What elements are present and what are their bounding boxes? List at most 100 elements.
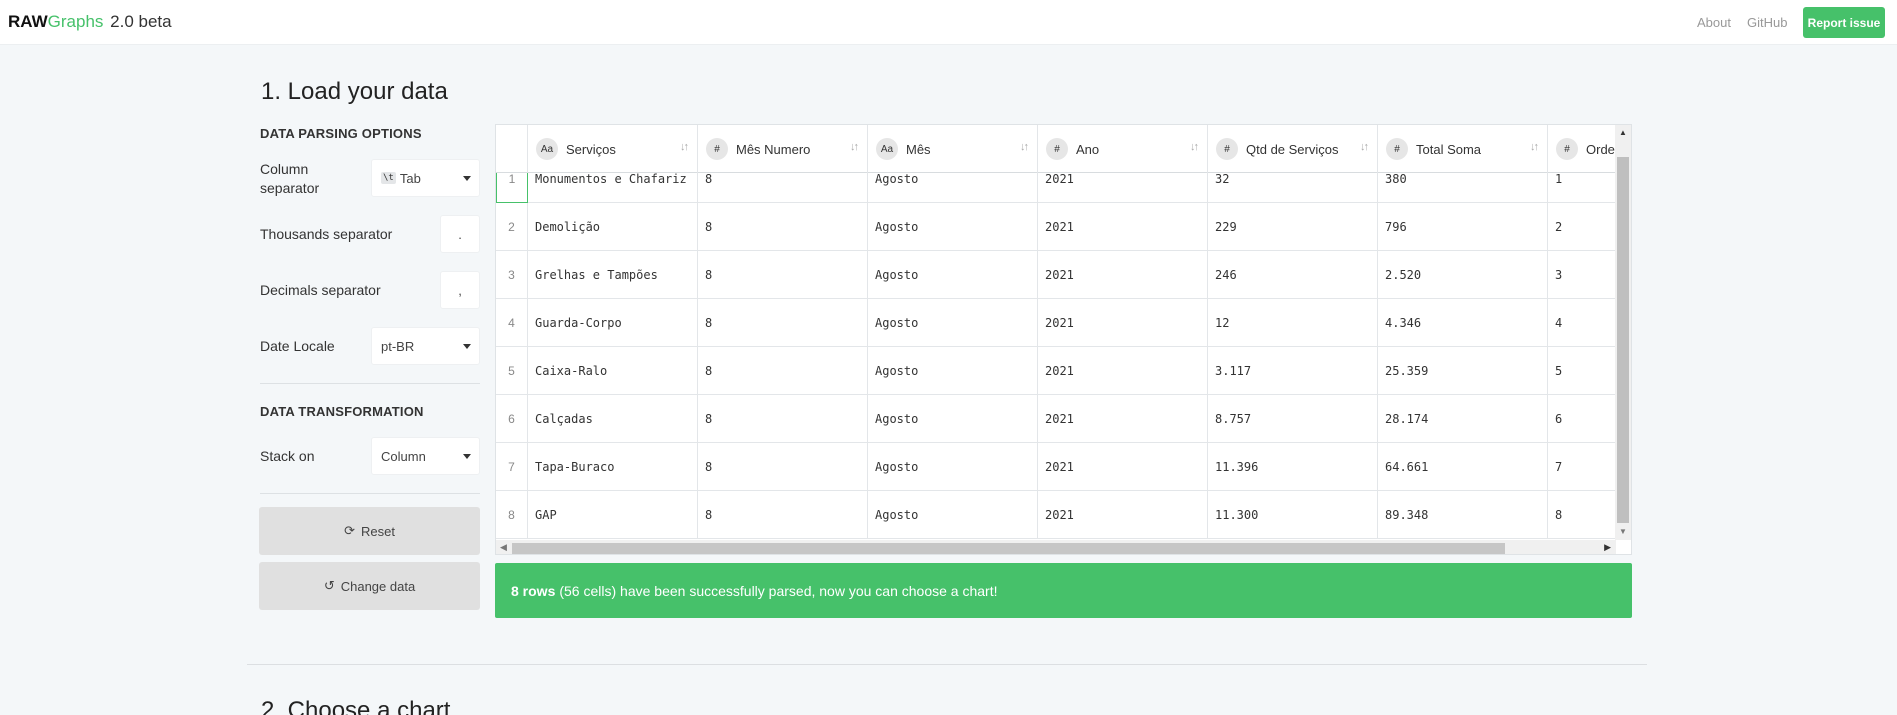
table-cell[interactable]: 8 <box>698 491 868 539</box>
table-cell[interactable]: 32 <box>1208 173 1378 203</box>
column-header[interactable]: # Qtd de Serviços ↓↑ <box>1208 125 1378 173</box>
column-header[interactable]: # Total Soma ↓↑ <box>1378 125 1548 173</box>
table-cell[interactable]: 4 <box>1548 299 1616 347</box>
table-row[interactable]: 4 Guarda-Corpo 8 Agosto 2021 12 4.346 4 <box>496 299 1616 347</box>
table-cell[interactable]: 2021 <box>1038 203 1208 251</box>
table-cell[interactable]: 11.396 <box>1208 443 1378 491</box>
table-cell[interactable]: 64.661 <box>1378 443 1548 491</box>
table-cell[interactable]: Agosto <box>868 443 1038 491</box>
table-cell[interactable]: Caixa-Ralo <box>528 347 698 395</box>
table-cell[interactable]: 2 <box>1548 203 1616 251</box>
report-issue-button[interactable]: Report issue <box>1803 7 1885 38</box>
horizontal-scrollbar[interactable]: ◀ ▶ <box>496 540 1616 554</box>
table-cell[interactable]: 229 <box>1208 203 1378 251</box>
table-cell[interactable]: 7 <box>1548 443 1616 491</box>
scroll-left-arrow-icon[interactable]: ◀ <box>500 542 507 552</box>
data-grid[interactable]: Aa Serviços ↓↑ # Mês Numero ↓↑ Aa Mês ↓↑ # Ano ↓↑ # Q… <box>495 124 1632 555</box>
table-cell[interactable]: 2021 <box>1038 443 1208 491</box>
column-type-icon[interactable]: # <box>1046 138 1068 160</box>
sort-icon[interactable]: ↓↑ <box>680 141 689 153</box>
sort-icon[interactable]: ↓↑ <box>1530 141 1539 153</box>
table-cell[interactable]: 796 <box>1378 203 1548 251</box>
table-cell[interactable]: Guarda-Corpo <box>528 299 698 347</box>
vertical-scrollbar[interactable]: ▲ ▼ <box>1615 125 1631 540</box>
vertical-scroll-thumb[interactable] <box>1617 157 1629 523</box>
table-cell[interactable]: 2021 <box>1038 173 1208 203</box>
table-cell[interactable]: 2021 <box>1038 251 1208 299</box>
table-cell[interactable]: Agosto <box>868 251 1038 299</box>
stack-on-select[interactable]: Column <box>371 437 480 475</box>
table-cell[interactable]: Grelhas e Tampões <box>528 251 698 299</box>
table-cell[interactable]: 1 <box>1548 173 1616 203</box>
nav-about-link[interactable]: About <box>1697 15 1731 30</box>
table-cell[interactable]: GAP <box>528 491 698 539</box>
table-row[interactable]: 3 Grelhas e Tampões 8 Agosto 2021 246 2.520 3 <box>496 251 1616 299</box>
column-type-icon[interactable]: # <box>1216 138 1238 160</box>
table-cell[interactable]: 11.300 <box>1208 491 1378 539</box>
table-cell[interactable]: 2021 <box>1038 299 1208 347</box>
table-cell[interactable]: Agosto <box>868 299 1038 347</box>
table-cell[interactable]: 8 <box>698 347 868 395</box>
table-cell[interactable]: Agosto <box>868 347 1038 395</box>
column-header[interactable]: # Ano ↓↑ <box>1038 125 1208 173</box>
change-data-button[interactable]: ↺ Change data <box>259 562 480 610</box>
table-row[interactable]: 8 GAP 8 Agosto 2021 11.300 89.348 8 <box>496 491 1616 539</box>
date-locale-select[interactable]: pt-BR <box>371 327 480 365</box>
table-cell[interactable]: 380 <box>1378 173 1548 203</box>
table-row[interactable]: 1 Monumentos e Chafariz 8 Agosto 2021 32 380 1 <box>496 173 1616 203</box>
table-row[interactable]: 6 Calçadas 8 Agosto 2021 8.757 28.174 6 <box>496 395 1616 443</box>
decimals-separator-input[interactable]: , <box>440 271 480 309</box>
table-cell[interactable]: 8.757 <box>1208 395 1378 443</box>
nav-github-link[interactable]: GitHub <box>1747 15 1788 30</box>
table-cell[interactable]: Agosto <box>868 203 1038 251</box>
table-cell[interactable]: 246 <box>1208 251 1378 299</box>
table-row[interactable]: 5 Caixa-Ralo 8 Agosto 2021 3.117 25.359 5 <box>496 347 1616 395</box>
table-cell[interactable]: Agosto <box>868 395 1038 443</box>
table-cell[interactable]: 12 <box>1208 299 1378 347</box>
table-cell[interactable]: 3.117 <box>1208 347 1378 395</box>
thousands-separator-input[interactable]: . <box>440 215 480 253</box>
table-cell[interactable]: Agosto <box>868 173 1038 203</box>
table-cell[interactable]: 8 <box>698 203 868 251</box>
column-type-icon[interactable]: Aa <box>536 138 558 160</box>
table-cell[interactable]: Agosto <box>868 491 1038 539</box>
table-cell[interactable]: 8 <box>698 443 868 491</box>
table-cell[interactable]: 6 <box>1548 395 1616 443</box>
sort-icon[interactable]: ↓↑ <box>1360 141 1369 153</box>
column-header[interactable]: # Mês Numero ↓↑ <box>698 125 868 173</box>
reset-button[interactable]: ⟳ Reset <box>259 507 480 555</box>
table-cell[interactable]: 28.174 <box>1378 395 1548 443</box>
table-cell[interactable]: 8 <box>698 251 868 299</box>
scroll-right-arrow-icon[interactable]: ▶ <box>1604 542 1611 552</box>
table-cell[interactable]: 8 <box>698 173 868 203</box>
column-type-icon[interactable]: # <box>1556 138 1578 160</box>
table-cell[interactable]: 5 <box>1548 347 1616 395</box>
sort-icon[interactable]: ↓↑ <box>1190 141 1199 153</box>
table-cell[interactable]: 25.359 <box>1378 347 1548 395</box>
column-header[interactable]: Aa Serviços ↓↑ <box>528 125 698 173</box>
table-cell[interactable]: 4.346 <box>1378 299 1548 347</box>
horizontal-scroll-thumb[interactable] <box>512 543 1505 554</box>
column-separator-select[interactable]: \t Tab <box>371 159 480 197</box>
table-cell[interactable]: Calçadas <box>528 395 698 443</box>
scroll-up-arrow-icon[interactable]: ▲ <box>1619 128 1627 137</box>
table-row[interactable]: 7 Tapa-Buraco 8 Agosto 2021 11.396 64.661 7 <box>496 443 1616 491</box>
sort-icon[interactable]: ↓↑ <box>850 141 859 153</box>
table-cell[interactable]: Tapa-Buraco <box>528 443 698 491</box>
table-cell[interactable]: 2021 <box>1038 491 1208 539</box>
table-cell[interactable]: 8 <box>698 395 868 443</box>
table-cell[interactable]: 3 <box>1548 251 1616 299</box>
table-cell[interactable]: 2021 <box>1038 395 1208 443</box>
column-header[interactable]: Aa Mês ↓↑ <box>868 125 1038 173</box>
column-header[interactable]: # Orde <box>1548 125 1628 173</box>
table-cell[interactable]: Monumentos e Chafariz <box>528 173 698 203</box>
scroll-down-arrow-icon[interactable]: ▼ <box>1619 527 1627 536</box>
table-cell[interactable]: Demolição <box>528 203 698 251</box>
table-cell[interactable]: 8 <box>1548 491 1616 539</box>
table-cell[interactable]: 89.348 <box>1378 491 1548 539</box>
column-type-icon[interactable]: Aa <box>876 138 898 160</box>
column-type-icon[interactable]: # <box>1386 138 1408 160</box>
sort-icon[interactable]: ↓↑ <box>1020 141 1029 153</box>
brand-logo[interactable]: RAWGraphs 2.0 beta <box>8 12 172 32</box>
table-row[interactable]: 2 Demolição 8 Agosto 2021 229 796 2 <box>496 203 1616 251</box>
